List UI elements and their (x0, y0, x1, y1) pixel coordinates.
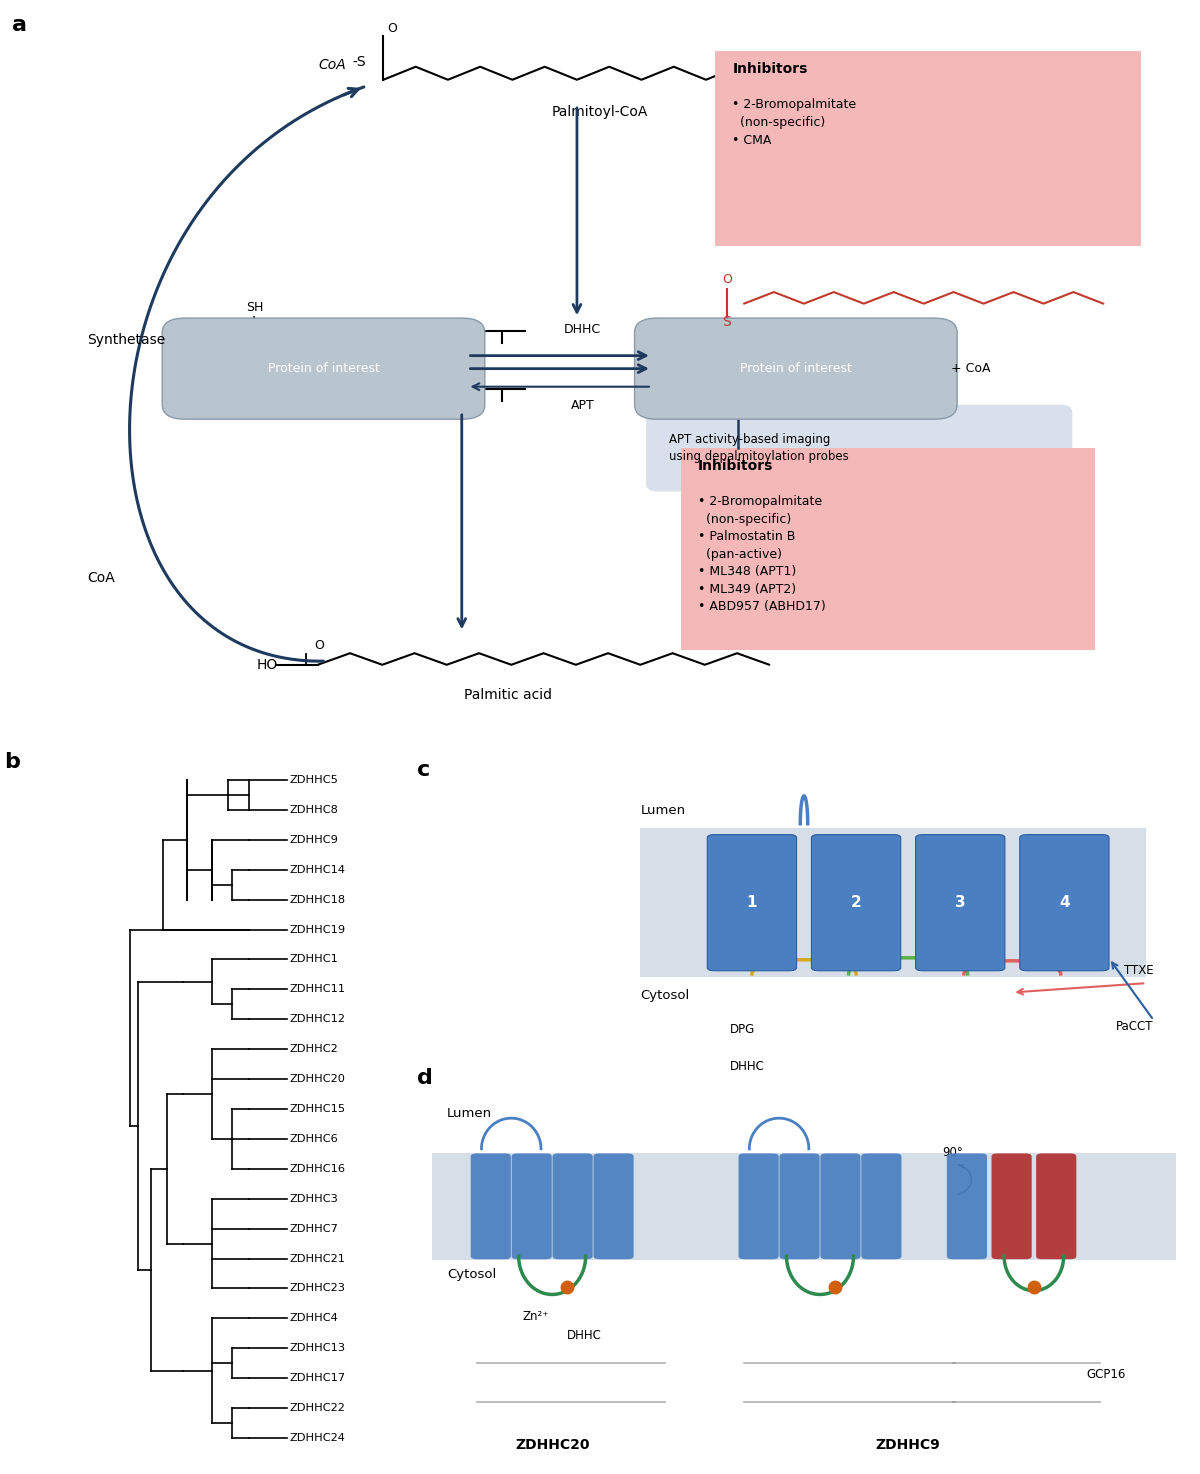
FancyBboxPatch shape (821, 1154, 860, 1259)
Text: ZDHHC4: ZDHHC4 (289, 1313, 338, 1324)
Text: ZDHHC21: ZDHHC21 (289, 1253, 346, 1263)
Text: + CoA: + CoA (952, 363, 991, 376)
Text: APT activity-based imaging
using depalmitoylation probes: APT activity-based imaging using depalmi… (670, 433, 848, 463)
FancyBboxPatch shape (1020, 834, 1109, 971)
Text: DHHC: DHHC (568, 1330, 602, 1341)
Text: ZDHHC1: ZDHHC1 (289, 955, 338, 964)
Text: O: O (314, 638, 324, 652)
Text: GCP16: GCP16 (1087, 1368, 1126, 1381)
Text: ZDHHC15: ZDHHC15 (289, 1104, 346, 1114)
FancyBboxPatch shape (594, 1154, 634, 1259)
Text: APT: APT (571, 399, 594, 411)
Text: ZDHHC2: ZDHHC2 (289, 1044, 338, 1054)
Text: Cytosol: Cytosol (446, 1268, 496, 1281)
FancyBboxPatch shape (916, 834, 1004, 971)
Text: O: O (388, 22, 397, 35)
Text: 1: 1 (746, 895, 757, 909)
Text: b: b (4, 752, 19, 772)
Text: ZDHHC18: ZDHHC18 (289, 895, 346, 905)
Text: ZDHHC23: ZDHHC23 (289, 1284, 346, 1294)
Text: Palmitoyl-CoA: Palmitoyl-CoA (552, 105, 648, 119)
Text: 2: 2 (851, 895, 862, 909)
Text: ZDHHC16: ZDHHC16 (289, 1164, 346, 1173)
FancyBboxPatch shape (646, 405, 1073, 491)
Text: 90°: 90° (942, 1147, 964, 1159)
Text: ZDHHC11: ZDHHC11 (289, 985, 346, 995)
Text: ZDHHC19: ZDHHC19 (289, 924, 346, 935)
Bar (432, 1153, 1176, 1260)
Text: ZDHHC22: ZDHHC22 (289, 1403, 346, 1414)
Text: Synthetase: Synthetase (88, 333, 166, 346)
Text: -S: -S (353, 55, 366, 69)
Text: TTXE: TTXE (1124, 964, 1153, 977)
Text: d: d (418, 1069, 433, 1088)
Text: Inhibitors: Inhibitors (698, 458, 773, 473)
Text: ZDHHC9: ZDHHC9 (289, 834, 338, 845)
Text: Lumen: Lumen (641, 803, 685, 817)
Text: Inhibitors: Inhibitors (732, 62, 808, 75)
Text: • 2-Bromopalmitate
  (non-specific)
• CMA: • 2-Bromopalmitate (non-specific) • CMA (732, 97, 857, 147)
FancyBboxPatch shape (947, 1154, 988, 1259)
Text: O: O (721, 273, 732, 286)
Text: ZDHHC14: ZDHHC14 (289, 865, 346, 874)
Text: a: a (12, 15, 28, 35)
Text: ZDHHC3: ZDHHC3 (289, 1194, 338, 1204)
FancyBboxPatch shape (470, 1154, 511, 1259)
Text: Palmitic acid: Palmitic acid (464, 688, 552, 702)
FancyBboxPatch shape (511, 1154, 552, 1259)
FancyBboxPatch shape (1036, 1154, 1076, 1259)
Text: ZDHHC5: ZDHHC5 (289, 775, 338, 786)
Bar (641, 828, 1146, 977)
Text: 4: 4 (1060, 895, 1069, 909)
Text: Protein of interest: Protein of interest (740, 363, 852, 376)
FancyBboxPatch shape (162, 318, 485, 419)
Text: Zn²⁺: Zn²⁺ (522, 1310, 548, 1322)
Text: Protein of interest: Protein of interest (268, 363, 379, 376)
Text: ZDHHC9: ZDHHC9 (875, 1437, 940, 1452)
FancyBboxPatch shape (780, 1154, 820, 1259)
Text: CoA: CoA (319, 59, 347, 72)
Text: Cytosol: Cytosol (641, 989, 690, 1002)
FancyBboxPatch shape (738, 1154, 779, 1259)
Text: DPG: DPG (730, 1023, 755, 1036)
FancyBboxPatch shape (991, 1154, 1032, 1259)
FancyBboxPatch shape (862, 1154, 901, 1259)
FancyBboxPatch shape (715, 52, 1141, 246)
FancyBboxPatch shape (811, 834, 901, 971)
FancyBboxPatch shape (552, 1154, 593, 1259)
FancyBboxPatch shape (680, 448, 1096, 650)
Text: ZDHHC20: ZDHHC20 (515, 1437, 589, 1452)
Text: SH: SH (246, 302, 263, 314)
Text: ZDHHC13: ZDHHC13 (289, 1343, 346, 1353)
Text: ZDHHC8: ZDHHC8 (289, 805, 338, 815)
FancyBboxPatch shape (707, 834, 797, 971)
Text: S: S (722, 315, 731, 329)
Text: ZDHHC6: ZDHHC6 (289, 1134, 338, 1144)
Text: 3: 3 (955, 895, 966, 909)
Text: CoA: CoA (88, 570, 115, 585)
Text: PaCCT: PaCCT (1116, 1020, 1153, 1033)
Text: ZDHHC20: ZDHHC20 (289, 1075, 346, 1085)
Text: ZDHHC7: ZDHHC7 (289, 1223, 338, 1234)
Text: c: c (418, 761, 431, 780)
Text: Lumen: Lumen (446, 1107, 492, 1120)
Text: DHHC: DHHC (730, 1060, 764, 1073)
Text: HO: HO (256, 657, 277, 672)
Text: ZDHHC12: ZDHHC12 (289, 1014, 346, 1024)
Text: • 2-Bromopalmitate
  (non-specific)
• Palmostatin B
  (pan-active)
• ML348 (APT1: • 2-Bromopalmitate (non-specific) • Palm… (698, 495, 826, 613)
Text: DHHC: DHHC (564, 323, 601, 336)
Text: ZDHHC17: ZDHHC17 (289, 1374, 346, 1383)
Text: ZDHHC24: ZDHHC24 (289, 1433, 346, 1443)
FancyBboxPatch shape (635, 318, 958, 419)
